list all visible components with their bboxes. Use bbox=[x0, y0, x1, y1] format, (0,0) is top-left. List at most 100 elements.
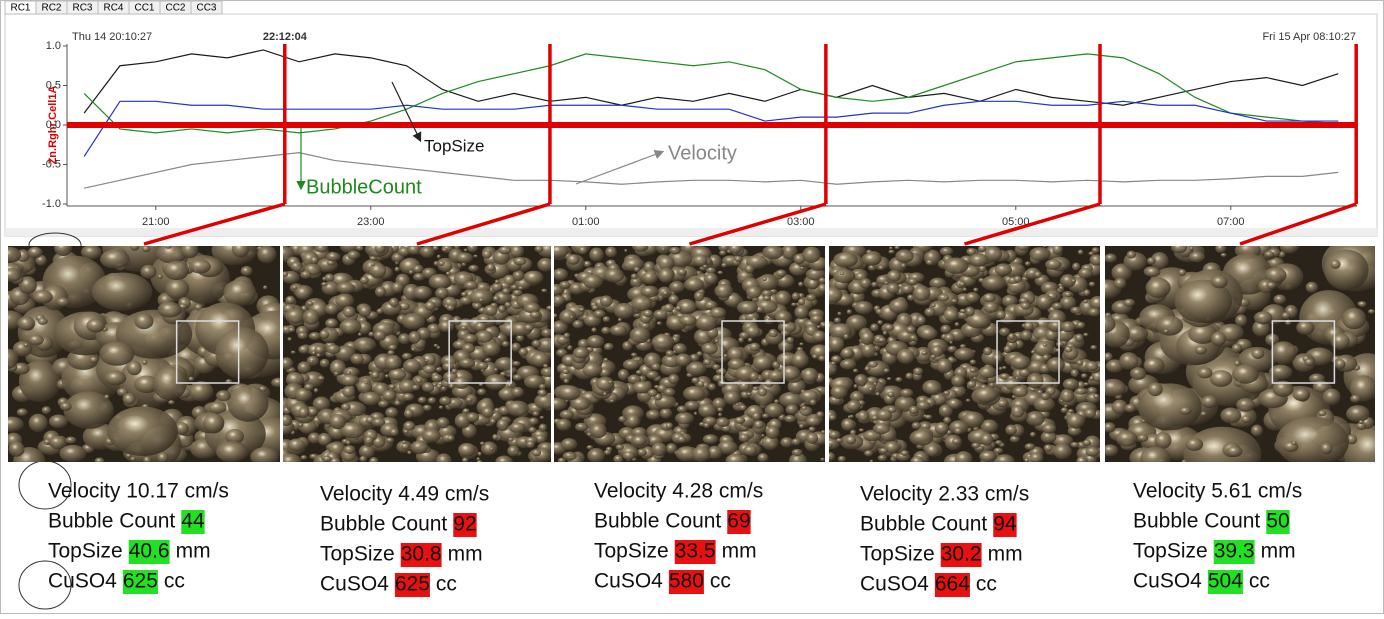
bubble bbox=[578, 307, 586, 312]
bubble bbox=[852, 368, 859, 373]
bubble bbox=[877, 337, 887, 343]
bubble bbox=[749, 342, 761, 352]
bubble bbox=[943, 257, 969, 274]
bubble bbox=[489, 447, 494, 451]
bubble bbox=[1026, 372, 1044, 389]
bubble bbox=[122, 392, 136, 405]
bubble bbox=[1040, 430, 1057, 444]
snapshot-link bbox=[1239, 202, 1357, 246]
bubble bbox=[757, 274, 779, 291]
bubble bbox=[1040, 392, 1051, 401]
bubble bbox=[538, 383, 547, 390]
bubble bbox=[257, 246, 277, 264]
tab-label[interactable]: RC2 bbox=[41, 3, 61, 14]
value-highlight bbox=[940, 543, 982, 567]
photo-content bbox=[8, 246, 280, 462]
bubble bbox=[954, 347, 975, 361]
bubble bbox=[1078, 267, 1093, 279]
bubble bbox=[734, 416, 746, 424]
bubble bbox=[59, 444, 87, 462]
tab-label[interactable]: RC3 bbox=[72, 3, 92, 14]
bubble bbox=[984, 246, 1003, 262]
bubble bbox=[460, 291, 468, 297]
bubble bbox=[1105, 352, 1113, 362]
bubble bbox=[572, 346, 590, 359]
bubble bbox=[358, 305, 372, 318]
bubble bbox=[467, 246, 479, 253]
bubble bbox=[753, 386, 759, 391]
bubble bbox=[829, 452, 836, 462]
bubble bbox=[537, 257, 551, 272]
topsize-annotation: TopSize bbox=[424, 136, 484, 155]
bubble bbox=[80, 246, 102, 260]
value-highlight bbox=[181, 510, 205, 534]
bubble bbox=[1226, 445, 1243, 457]
bubble bbox=[910, 456, 925, 462]
bubble bbox=[693, 254, 708, 267]
bubble bbox=[965, 292, 980, 303]
tab-label[interactable]: CC2 bbox=[165, 3, 185, 14]
bubble bbox=[401, 440, 407, 444]
bubble bbox=[1270, 341, 1297, 365]
bubble bbox=[104, 394, 110, 400]
panel-text: mm bbox=[988, 543, 1023, 566]
tab-label[interactable]: CC1 bbox=[134, 3, 154, 14]
bubble bbox=[704, 300, 718, 310]
bubble bbox=[357, 321, 372, 335]
x-tick-label: 07:00 bbox=[1217, 216, 1245, 228]
bubble bbox=[709, 307, 727, 319]
bubble bbox=[703, 422, 711, 429]
bubble bbox=[436, 254, 441, 259]
tab-label[interactable]: CC3 bbox=[196, 3, 216, 14]
bubble bbox=[841, 418, 855, 431]
bubble bbox=[298, 407, 310, 419]
bubble bbox=[1296, 320, 1315, 335]
bubble bbox=[1029, 431, 1036, 438]
bubble bbox=[306, 301, 314, 306]
bubble bbox=[672, 343, 687, 355]
y-tick-label: -1.0 bbox=[42, 198, 61, 210]
bubble bbox=[944, 333, 955, 343]
bubble bbox=[479, 441, 486, 446]
bubble bbox=[63, 391, 114, 429]
bubble bbox=[157, 452, 169, 462]
bubble bbox=[496, 418, 509, 431]
bubble bbox=[529, 311, 541, 319]
bubble bbox=[325, 344, 341, 355]
bubble bbox=[913, 367, 924, 376]
bubble bbox=[1089, 375, 1095, 381]
bubble bbox=[410, 440, 428, 455]
bubble bbox=[1305, 281, 1319, 293]
bubble bbox=[805, 432, 819, 444]
bubble bbox=[1105, 422, 1116, 433]
bubble bbox=[697, 380, 705, 388]
tab-label[interactable]: RC1 bbox=[10, 3, 30, 14]
bubble bbox=[142, 359, 148, 365]
bubble bbox=[905, 325, 916, 334]
bubble bbox=[356, 380, 373, 394]
bubble bbox=[474, 330, 494, 343]
bubble bbox=[889, 246, 893, 250]
bubble bbox=[947, 398, 961, 409]
bubble bbox=[1088, 281, 1096, 287]
bubble bbox=[473, 302, 483, 310]
tab-label[interactable]: RC4 bbox=[103, 3, 123, 14]
bubble bbox=[777, 321, 797, 334]
bubble bbox=[203, 413, 225, 434]
bubble bbox=[1266, 281, 1277, 289]
value-highlight bbox=[727, 510, 751, 534]
bubble bbox=[1124, 403, 1137, 413]
bubble bbox=[477, 315, 491, 324]
bubble bbox=[18, 276, 37, 295]
bubble bbox=[408, 270, 414, 275]
bubble bbox=[586, 334, 605, 349]
bubble bbox=[966, 380, 977, 388]
value-highlight bbox=[934, 573, 970, 597]
bubble bbox=[374, 286, 386, 298]
bubble bbox=[723, 353, 728, 358]
bubble bbox=[875, 392, 881, 397]
bubble bbox=[942, 390, 951, 396]
bubble bbox=[1268, 364, 1293, 380]
bubble bbox=[1346, 434, 1358, 445]
bubble bbox=[1273, 294, 1287, 305]
